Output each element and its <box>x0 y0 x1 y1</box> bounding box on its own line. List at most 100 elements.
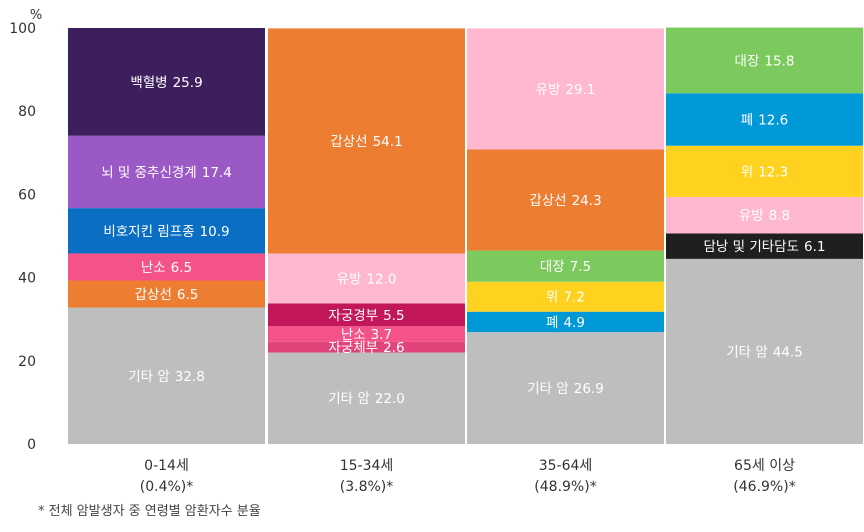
segment-label: 폐 4.9 <box>546 315 585 331</box>
segment-name: 기타 암 <box>328 391 370 407</box>
bar-segment <box>467 149 664 251</box>
segment-name: 난소 <box>141 260 166 276</box>
segment-label: 위 12.3 <box>741 164 788 180</box>
y-tick-label: 20 <box>18 354 36 370</box>
segment-value: 2.6 <box>383 340 404 356</box>
segment-label: 난소 6.5 <box>141 260 192 276</box>
segment-label: 뇌 및 중추신경계 17.4 <box>101 165 232 181</box>
segment-value: 26.9 <box>574 381 604 397</box>
bar-segment <box>268 326 465 342</box>
segment-label: 백혈병 25.9 <box>130 75 202 91</box>
bar-segment <box>666 196 863 234</box>
segment-name: 기타 암 <box>128 369 170 385</box>
bar-segment <box>68 280 265 308</box>
segment-name: 유방 <box>536 82 561 98</box>
segment-name: 뇌 및 중추신경계 <box>101 165 197 181</box>
y-tick-label: 60 <box>18 187 36 203</box>
segment-name: 난소 <box>341 327 366 343</box>
bar-segment <box>467 28 664 150</box>
x-category-sublabel: (46.9%)* <box>733 479 795 495</box>
segment-name: 기타 암 <box>726 344 768 360</box>
x-axis: 0-14세 (0.4%)* 15-34세 (3.8%)* 35-64세 (48.9%)* 6… <box>140 458 796 495</box>
segment-value: 12.0 <box>366 271 396 287</box>
footnote: * 전체 암발생자 중 연령별 암환자수 분율 <box>38 504 261 519</box>
segment-label: 비호지킨 림프종 10.9 <box>103 224 229 240</box>
segment-value: 25.9 <box>173 75 203 91</box>
bar-segment <box>68 253 265 281</box>
segment-value: 7.2 <box>563 290 584 306</box>
segment-value: 10.9 <box>200 224 230 240</box>
segment-value: 6.5 <box>177 287 198 303</box>
segment-label: 유방 29.1 <box>536 82 596 98</box>
bar-segment <box>268 28 465 254</box>
segment-value: 6.5 <box>171 260 192 276</box>
bar-segment <box>68 28 265 136</box>
segment-label: 기타 암 22.0 <box>328 391 405 407</box>
segment-label: 자궁체부 2.6 <box>328 340 404 356</box>
bar-segment <box>666 27 863 94</box>
segment-name: 갑상선 <box>529 193 566 209</box>
segment-name: 자궁경부 <box>328 308 378 324</box>
segment-label: 대장 7.5 <box>540 259 591 275</box>
segment-value: 32.8 <box>175 369 205 385</box>
segment-label: 기타 암 26.9 <box>527 381 604 397</box>
segment-label: 유방 8.8 <box>739 208 790 224</box>
segment-name: 기타 암 <box>527 381 569 397</box>
bar-segment <box>268 352 465 444</box>
segment-name: 위 <box>546 290 558 306</box>
segment-name: 비호지킨 림프종 <box>103 224 194 240</box>
segment-value: 44.5 <box>773 344 803 360</box>
segment-name: 폐 <box>741 113 753 129</box>
segment-value: 3.7 <box>371 327 392 343</box>
segment-label: 유방 12.0 <box>337 271 397 287</box>
bar-segment <box>467 311 664 333</box>
y-tick-label: 40 <box>18 271 36 287</box>
bar-segment <box>68 135 265 209</box>
segment-name: 갑상선 <box>330 134 367 150</box>
bar-segment <box>467 281 664 312</box>
segment-name: 백혈병 <box>130 75 167 91</box>
bar-segment <box>268 341 465 353</box>
bar-segment <box>268 303 465 327</box>
segment-name: 폐 <box>546 315 558 331</box>
segment-label: 난소 3.7 <box>341 327 392 343</box>
segment-labels: 기타 암 32.8 갑상선 6.5 난소 6.5 비호지킨 림프종 10.9 뇌 및 중추신경계… <box>101 53 825 407</box>
segment-value: 5.5 <box>383 308 404 324</box>
segment-label: 자궁경부 5.5 <box>328 308 404 324</box>
segment-value: 6.1 <box>804 239 825 255</box>
bars <box>68 27 863 444</box>
segment-label: 갑상선 54.1 <box>330 134 402 150</box>
segment-name: 갑상선 <box>135 287 172 303</box>
segment-value: 22.0 <box>375 391 405 407</box>
y-axis-unit: % <box>30 8 42 23</box>
y-tick-label: 0 <box>27 437 36 453</box>
segment-name: 위 <box>741 164 753 180</box>
segment-label: 갑상선 24.3 <box>529 193 601 209</box>
x-category-label: 0-14세 <box>144 458 189 474</box>
segment-label: 폐 12.6 <box>741 113 788 129</box>
y-tick-label: 80 <box>18 104 36 120</box>
segment-label: 갑상선 6.5 <box>135 287 199 303</box>
bar-segment <box>666 93 863 146</box>
segment-value: 17.4 <box>202 165 232 181</box>
segment-value: 7.5 <box>570 259 591 275</box>
bar-segment <box>268 253 465 304</box>
segment-value: 15.8 <box>764 53 794 69</box>
bar-segment <box>68 307 265 444</box>
segment-label: 기타 암 32.8 <box>128 369 205 385</box>
bar-segment <box>467 332 664 444</box>
y-tick-label: 100 <box>9 21 36 37</box>
segment-label: 기타 암 44.5 <box>726 344 803 360</box>
bar-segment <box>666 258 863 444</box>
segment-label: 위 7.2 <box>546 290 585 306</box>
x-category-sublabel: (0.4%)* <box>140 479 194 495</box>
x-category-label: 15-34세 <box>340 458 394 474</box>
bar-segment <box>467 250 664 282</box>
bar-segment <box>666 233 863 259</box>
y-axis: 0 20 40 60 80 100% <box>9 8 42 453</box>
segment-value: 24.3 <box>572 193 602 209</box>
bar-segment <box>68 208 265 254</box>
x-category-sublabel: (3.8%)* <box>340 479 394 495</box>
x-category-sublabel: (48.9%)* <box>534 479 596 495</box>
segment-name: 유방 <box>337 271 362 287</box>
